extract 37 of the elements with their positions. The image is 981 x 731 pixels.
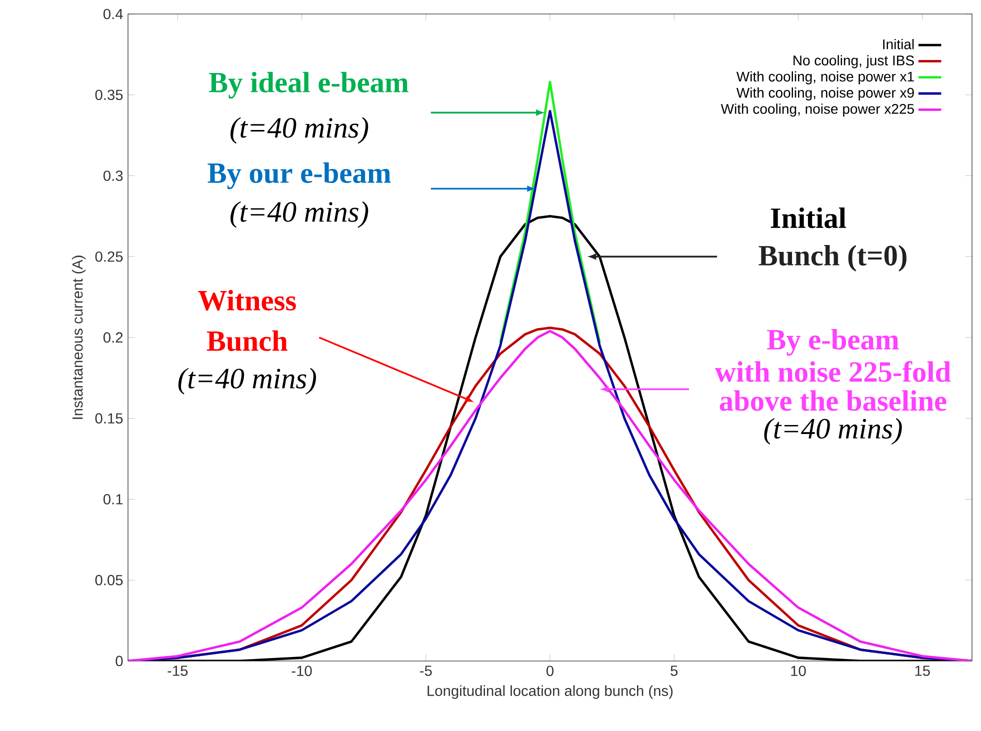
annotation: (t=40 mins) [178,368,316,394]
annotation: Bunch [206,330,288,352]
x-tick-label: -10 [292,666,312,676]
legend-label: With cooling, noise power x1 [736,71,914,84]
line-series [499,80,601,344]
y-tick-label: 0.1 [103,494,123,504]
legend-label: With cooling, noise power x225 [720,104,914,117]
annotation: (t=40 mins) [230,117,368,144]
annotation: above the baseline [720,390,946,411]
legend-label: With cooling, noise power x9 [736,87,914,100]
y-tick-label: 0.05 [95,574,123,586]
x-axis-title: Longitudinal location along bunch (ns) [428,685,673,699]
x-tick-label: -15 [168,666,188,676]
y-axis-title: Instantaneous current (A) [72,256,86,419]
annotation: By e-beam [767,329,899,356]
annotation: By ideal e-beam [208,72,408,99]
x-tick-label: 15 [915,666,930,676]
annotation: Witness [198,290,296,311]
y-tick-label: 0.2 [103,332,123,343]
legend-label: No cooling, just IBS [794,55,914,68]
annotation: (t=40 mins) [764,418,902,445]
y-tick-label: 0.35 [95,90,123,100]
y-tick-label: 0 [116,656,123,666]
annotation: By our e-beam [208,162,391,190]
annotation: (t=40 mins) [230,201,368,228]
x-tick-label: -5 [420,666,432,676]
annotation: Initial [770,207,846,228]
annotation: with noise 225-fold [714,360,951,382]
annotation: Bunch (t=0) [758,244,906,272]
legend-label: Initial [883,39,914,50]
x-tick-label: 10 [791,666,806,676]
y-tick-label: 0.15 [95,413,123,424]
y-tick-label: 0.25 [95,251,123,262]
y-tick-label: 0.3 [103,170,123,181]
x-tick-label: 5 [670,666,678,676]
x-tick-label: 0 [546,666,554,676]
y-tick-label: 0.4 [103,8,123,20]
